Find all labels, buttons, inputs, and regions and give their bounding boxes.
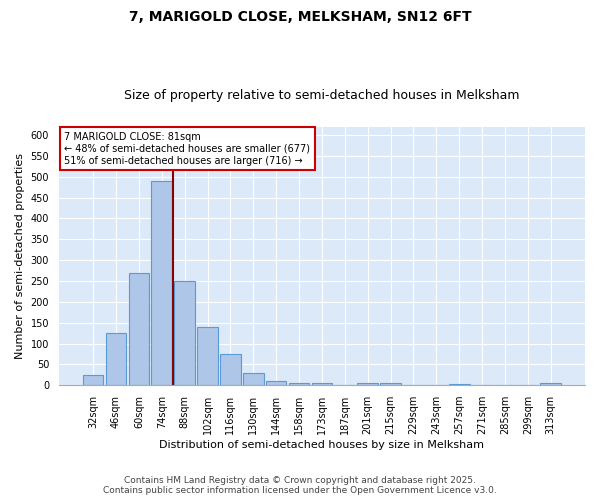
Bar bbox=[380, 383, 401, 385]
Text: 7 MARIGOLD CLOSE: 81sqm
← 48% of semi-detached houses are smaller (677)
51% of s: 7 MARIGOLD CLOSE: 81sqm ← 48% of semi-de… bbox=[64, 132, 310, 166]
Y-axis label: Number of semi-detached properties: Number of semi-detached properties bbox=[15, 153, 25, 359]
Bar bbox=[289, 383, 310, 385]
Bar bbox=[243, 372, 263, 385]
Text: Contains HM Land Registry data © Crown copyright and database right 2025.
Contai: Contains HM Land Registry data © Crown c… bbox=[103, 476, 497, 495]
Text: 7, MARIGOLD CLOSE, MELKSHAM, SN12 6FT: 7, MARIGOLD CLOSE, MELKSHAM, SN12 6FT bbox=[128, 10, 472, 24]
Bar bbox=[541, 383, 561, 385]
Bar bbox=[266, 381, 286, 385]
Bar bbox=[220, 354, 241, 385]
Bar bbox=[358, 383, 378, 385]
Bar bbox=[197, 327, 218, 385]
Bar bbox=[175, 281, 195, 385]
X-axis label: Distribution of semi-detached houses by size in Melksham: Distribution of semi-detached houses by … bbox=[160, 440, 484, 450]
Title: Size of property relative to semi-detached houses in Melksham: Size of property relative to semi-detach… bbox=[124, 89, 520, 102]
Bar bbox=[128, 272, 149, 385]
Bar bbox=[83, 375, 103, 385]
Bar bbox=[151, 181, 172, 385]
Bar bbox=[311, 383, 332, 385]
Bar bbox=[106, 333, 126, 385]
Bar bbox=[449, 384, 470, 385]
